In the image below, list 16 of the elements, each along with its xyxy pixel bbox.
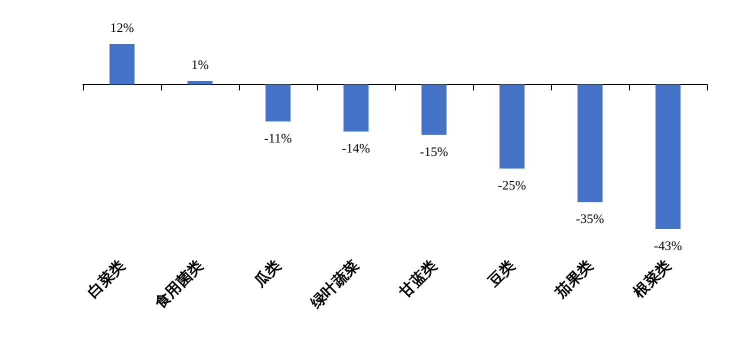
data-label: -35% bbox=[576, 211, 604, 226]
x-tick-label: 茄果类 bbox=[551, 256, 596, 302]
x-tick-label: 瓜类 bbox=[250, 256, 284, 292]
x-tick-label: 食用菌类 bbox=[150, 256, 206, 312]
data-label: 1% bbox=[191, 57, 209, 72]
data-label: -43% bbox=[654, 238, 682, 253]
x-tick-label: 绿叶蔬菜 bbox=[306, 256, 362, 312]
data-label: -11% bbox=[264, 130, 292, 146]
x-tick-label: 甘蓝类 bbox=[395, 256, 440, 302]
data-label: -15% bbox=[420, 144, 448, 159]
x-tick-label: 根菜类 bbox=[629, 256, 674, 302]
data-label: 12% bbox=[110, 20, 134, 35]
x-tick-label: 白菜类 bbox=[84, 256, 128, 302]
data-label: -25% bbox=[498, 177, 526, 192]
x-tick-label: 豆类 bbox=[484, 256, 518, 292]
data-label: -14% bbox=[342, 140, 370, 156]
